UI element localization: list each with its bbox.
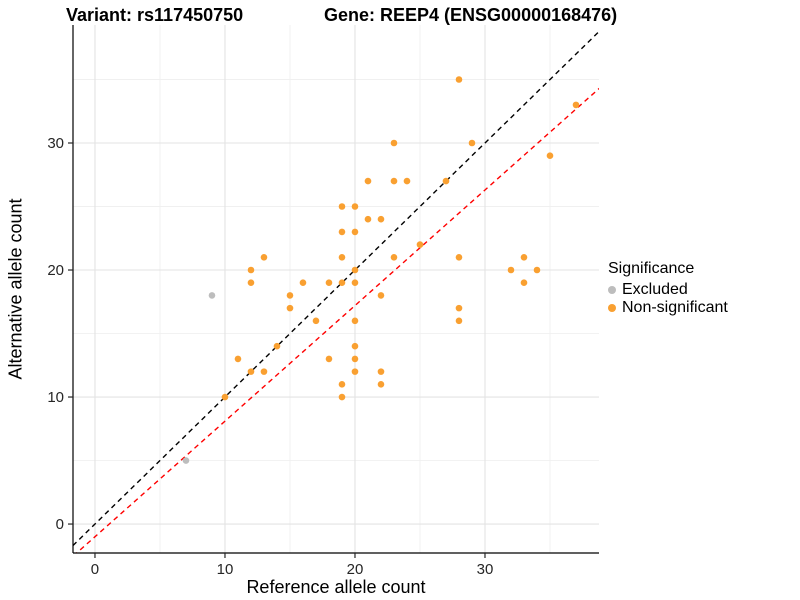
x-tick-label: 20: [347, 561, 364, 578]
data-point-non-significant: [533, 266, 541, 274]
data-point-non-significant: [377, 215, 385, 223]
data-point-non-significant: [390, 254, 398, 261]
data-point-non-significant: [234, 355, 242, 363]
fit-line: [75, 87, 599, 553]
data-point-non-significant: [572, 101, 580, 109]
non-significant-swatch-icon: [608, 304, 616, 312]
data-point-non-significant: [364, 177, 372, 185]
data-point-non-significant: [351, 342, 359, 350]
data-point-non-significant: [286, 292, 294, 299]
data-point-non-significant: [338, 279, 346, 287]
data-point-non-significant: [351, 355, 359, 363]
data-point-non-significant: [507, 266, 515, 274]
data-point-non-significant: [377, 292, 385, 299]
data-point-non-significant: [390, 139, 398, 147]
data-point-non-significant: [260, 254, 268, 261]
legend-item-label: Non-significant: [622, 299, 728, 316]
y-tick-label: 10: [47, 389, 64, 406]
data-point-non-significant: [351, 266, 359, 274]
data-point-non-significant: [299, 279, 307, 287]
data-point-non-significant: [325, 355, 333, 363]
data-point-non-significant: [247, 279, 255, 287]
data-point-excluded: [208, 292, 216, 299]
data-point-non-significant: [351, 317, 359, 325]
data-point-non-significant: [468, 139, 476, 147]
x-tick-label: 0: [91, 561, 99, 578]
data-point-non-significant: [338, 228, 346, 236]
data-point-non-significant: [338, 203, 346, 210]
data-point-non-significant: [520, 279, 528, 287]
data-point-non-significant: [455, 76, 463, 83]
identity-line: [73, 30, 599, 547]
legend-item-excluded: Excluded: [608, 281, 728, 299]
data-point-non-significant: [247, 266, 255, 274]
data-point-non-significant: [416, 241, 424, 248]
data-point-non-significant: [338, 381, 346, 388]
y-tick-label: 20: [47, 262, 64, 279]
data-point-non-significant: [520, 254, 528, 261]
data-point-non-significant: [221, 393, 229, 401]
data-point-non-significant: [286, 304, 294, 312]
data-point-non-significant: [260, 368, 268, 375]
data-point-non-significant: [364, 215, 372, 223]
y-axis-title: Alternative allele count: [5, 198, 26, 380]
y-tick-label: 30: [47, 135, 64, 152]
data-point-non-significant: [455, 304, 463, 312]
data-point-non-significant: [455, 254, 463, 261]
data-point-non-significant: [351, 203, 359, 210]
data-point-non-significant: [390, 177, 398, 185]
x-tick-label: 10: [217, 561, 234, 578]
data-point-non-significant: [377, 381, 385, 388]
data-point-non-significant: [338, 393, 346, 401]
data-point-non-significant: [338, 254, 346, 261]
x-tick-label: 30: [477, 561, 494, 578]
legend: Significance Excluded Non-significant: [608, 260, 728, 317]
data-point-non-significant: [442, 177, 450, 185]
data-point-non-significant: [351, 228, 359, 236]
legend-title: Significance: [608, 260, 695, 277]
excluded-swatch-icon: [608, 286, 616, 294]
legend-item-non-significant: Non-significant: [608, 299, 728, 317]
variant-title: Variant: rs117450750: [66, 5, 244, 25]
data-point-non-significant: [377, 368, 385, 375]
data-point-excluded: [182, 457, 190, 464]
data-point-non-significant: [273, 342, 281, 350]
data-point-non-significant: [312, 317, 320, 325]
gene-title: Gene: REEP4 (ENSG00000168476): [324, 5, 618, 25]
data-point-non-significant: [247, 368, 255, 375]
data-point-non-significant: [403, 177, 411, 185]
data-point-non-significant: [325, 279, 333, 287]
legend-item-label: Excluded: [622, 281, 688, 298]
data-point-non-significant: [546, 152, 554, 159]
data-point-non-significant: [351, 368, 359, 375]
data-point-non-significant: [351, 279, 359, 287]
data-point-non-significant: [455, 317, 463, 325]
x-axis-title: Reference allele count: [246, 577, 426, 597]
y-tick-label: 0: [56, 516, 64, 533]
